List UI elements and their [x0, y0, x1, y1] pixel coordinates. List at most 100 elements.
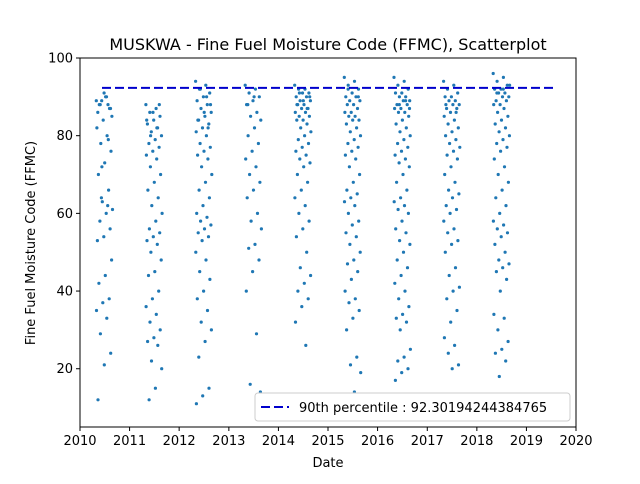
data-point	[110, 258, 114, 262]
data-point	[444, 134, 448, 138]
data-point	[209, 328, 213, 332]
data-point	[106, 138, 110, 142]
data-point	[349, 110, 353, 114]
data-point	[343, 110, 347, 114]
data-point	[296, 138, 300, 142]
data-point	[293, 110, 297, 114]
data-point	[448, 141, 452, 146]
data-point	[303, 110, 308, 114]
x-tick-label: 2010	[63, 434, 96, 449]
data-point	[451, 149, 456, 153]
data-point	[159, 258, 163, 262]
data-point	[344, 122, 348, 126]
data-point	[405, 188, 409, 192]
data-point	[452, 227, 456, 231]
data-point	[454, 110, 458, 114]
data-point	[494, 196, 498, 200]
data-point	[300, 145, 304, 149]
data-point	[447, 273, 451, 278]
data-point	[259, 227, 263, 231]
data-point	[504, 359, 508, 363]
data-point	[401, 250, 406, 254]
data-point	[343, 289, 347, 293]
data-point	[254, 332, 259, 336]
data-point	[495, 141, 499, 146]
data-point	[358, 134, 363, 138]
data-point	[205, 215, 209, 219]
data-point	[208, 103, 213, 107]
data-point	[207, 122, 211, 126]
legend-box	[254, 392, 571, 422]
data-point	[298, 99, 302, 103]
data-point	[157, 289, 161, 293]
data-point	[450, 130, 454, 134]
data-point	[357, 308, 361, 313]
data-point	[392, 75, 396, 79]
data-point	[344, 231, 348, 235]
data-point	[501, 75, 505, 79]
data-point	[144, 305, 148, 309]
data-point	[355, 106, 360, 111]
data-point	[407, 305, 411, 309]
data-point	[451, 103, 455, 107]
data-point	[151, 149, 155, 153]
data-point	[355, 192, 359, 196]
data-point	[294, 95, 298, 99]
x-axis-label: Date	[312, 456, 343, 471]
data-point	[506, 339, 510, 344]
data-point	[102, 91, 106, 95]
data-point	[208, 277, 212, 281]
data-point	[348, 130, 352, 134]
data-point	[110, 207, 115, 212]
data-point	[498, 103, 502, 107]
data-point	[500, 347, 504, 351]
data-point	[406, 145, 410, 149]
data-point	[158, 328, 162, 332]
data-point	[293, 83, 297, 87]
x-tick-label: 2013	[212, 434, 245, 449]
data-point	[100, 200, 104, 204]
data-point	[300, 305, 304, 309]
data-point	[393, 281, 397, 285]
data-point	[153, 386, 157, 390]
data-point	[502, 223, 506, 227]
data-point	[304, 343, 308, 347]
data-point	[446, 351, 450, 355]
data-point	[449, 165, 453, 169]
data-point	[301, 118, 305, 122]
data-point	[358, 172, 362, 177]
data-point	[456, 363, 461, 367]
data-point	[455, 308, 459, 313]
data-point	[455, 157, 459, 161]
data-point	[202, 227, 207, 231]
data-point	[408, 347, 412, 351]
data-point	[105, 316, 109, 320]
data-point	[352, 103, 356, 107]
data-point	[404, 320, 409, 324]
data-point	[499, 149, 503, 153]
data-point	[96, 398, 100, 402]
data-point	[194, 402, 198, 406]
data-point	[344, 95, 348, 99]
data-point	[406, 211, 410, 215]
data-point	[393, 153, 397, 157]
data-point	[498, 289, 502, 293]
data-point	[304, 95, 309, 99]
data-point	[349, 277, 353, 281]
data-point	[151, 235, 155, 239]
data-point	[196, 118, 200, 122]
data-point	[155, 242, 159, 246]
data-point	[395, 103, 399, 107]
data-point	[206, 235, 211, 239]
data-point	[453, 99, 457, 103]
y-tick-label: 40	[56, 285, 73, 300]
data-point	[495, 79, 499, 83]
data-point	[293, 320, 298, 324]
data-point	[342, 75, 346, 79]
data-point	[352, 258, 356, 262]
data-point	[205, 95, 209, 99]
data-point	[198, 270, 202, 274]
data-point	[353, 297, 357, 301]
data-point	[101, 118, 105, 122]
data-point	[255, 110, 259, 114]
